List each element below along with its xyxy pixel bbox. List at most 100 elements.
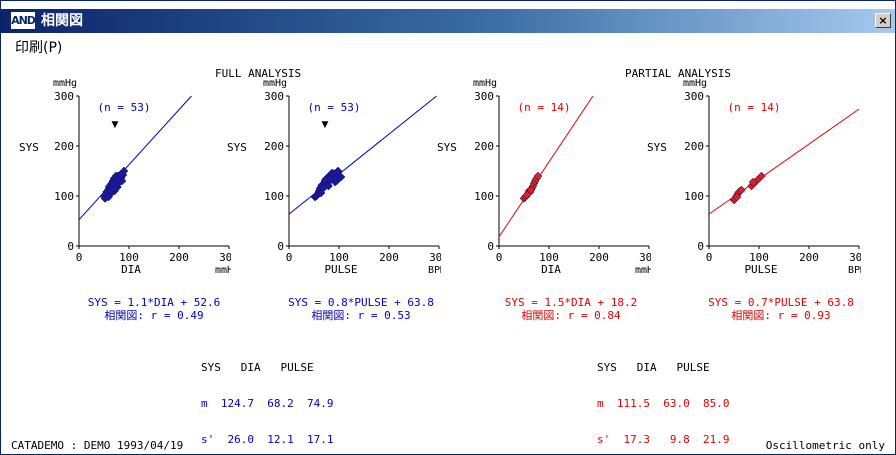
y-tick-label: 200 xyxy=(54,140,74,153)
y-tick-label: 200 xyxy=(474,140,494,153)
equation-partial-pulse: SYS = 0.7*PULSE + 63.8 相関図: r = 0.93 xyxy=(671,296,891,322)
chart-partial-pulse: 01002003000100200300mmHgBPMSYSPULSE(n = … xyxy=(641,74,861,299)
regression-equation: SYS = 0.7*PULSE + 63.8 xyxy=(708,296,854,309)
stats-partial: SYS DIA PULSE m 111.5 63.0 85.0 s' 17.3 … xyxy=(597,338,730,454)
stats-header: SYS DIA PULSE xyxy=(597,361,710,374)
status-left: CATADEMO : DEMO 1993/04/19 xyxy=(11,439,184,452)
x-tick-label: 100 xyxy=(119,251,139,264)
data-point xyxy=(526,185,536,195)
data-point xyxy=(533,171,543,181)
x-unit-label: mmHg xyxy=(215,265,231,276)
x-tick-label: 0 xyxy=(286,251,293,264)
x-tick-label: 200 xyxy=(379,251,399,264)
data-point xyxy=(324,181,333,191)
x-tick-label: 0 xyxy=(76,251,83,264)
x-axis-label: DIA xyxy=(541,263,561,276)
data-point xyxy=(316,188,326,198)
y-axis-label: SYS xyxy=(227,141,247,154)
mean-marker-icon: ▼ xyxy=(322,120,329,130)
x-tick-label: 100 xyxy=(539,251,559,264)
data-point xyxy=(732,192,742,202)
chart-full-dia: 01002003000100200300mmHgmmHgSYSDIA(n = 5… xyxy=(11,74,231,299)
y-tick-label: 0 xyxy=(487,240,494,253)
scatter-plot-svg: 01002003000100200300mmHgmmHgSYSDIA(n = 5… xyxy=(19,78,231,276)
regression-equation: SYS = 1.5*DIA + 18.2 xyxy=(504,296,638,309)
data-point xyxy=(748,177,758,187)
x-axis-label: DIA xyxy=(121,263,141,276)
chart-partial-dia: 01002003000100200300mmHgmmHgSYSDIA(n = 1… xyxy=(431,74,651,299)
window-title: 相関図 xyxy=(41,13,83,29)
data-point xyxy=(104,192,113,202)
x-tick-label: 200 xyxy=(589,251,609,264)
y-axis-label: SYS xyxy=(19,141,39,154)
y-axis-label: SYS xyxy=(647,141,667,154)
data-point xyxy=(757,171,766,181)
stats-mean-row: m 124.7 68.2 74.9 xyxy=(201,397,334,410)
data-point xyxy=(522,190,532,200)
y-tick-label: 100 xyxy=(264,190,284,203)
y-tick-label: 100 xyxy=(474,190,494,203)
top-strip xyxy=(1,1,895,9)
x-axis-label: PULSE xyxy=(744,263,777,276)
x-unit-label: mmHg xyxy=(635,265,651,276)
y-tick-label: 100 xyxy=(54,190,74,203)
y-tick-label: 300 xyxy=(684,90,704,103)
y-tick-label: 200 xyxy=(684,140,704,153)
stats-mean-row: m 111.5 63.0 85.0 xyxy=(597,397,730,410)
n-count-label: (n = 14) xyxy=(518,101,571,114)
regression-line xyxy=(78,95,192,221)
scatter-plot-svg: 01002003000100200300mmHgBPMSYSPULSE(n = … xyxy=(227,78,441,276)
mean-marker-icon: ▼ xyxy=(112,120,119,130)
stats-sd-row: s' 26.0 12.1 17.1 xyxy=(201,433,334,446)
y-tick-label: 0 xyxy=(697,240,704,253)
x-tick-label: 200 xyxy=(169,251,189,264)
x-tick-label: 300 xyxy=(219,251,231,264)
y-tick-label: 200 xyxy=(264,140,284,153)
regression-equation: SYS = 0.8*PULSE + 63.8 xyxy=(288,296,434,309)
menu-print[interactable]: 印刷(P) xyxy=(15,40,63,56)
y-tick-label: 300 xyxy=(54,90,74,103)
y-tick-label: 300 xyxy=(474,90,494,103)
x-unit-label: BPM xyxy=(848,265,861,276)
x-unit-label: BPM xyxy=(428,265,441,276)
analysis-content: FULL ANALYSIS PARTIAL ANALYSIS 0 100 200 30… xyxy=(1,56,895,454)
data-point xyxy=(116,170,125,180)
stats-sd-row: s' 17.3 9.8 21.9 xyxy=(597,433,730,446)
n-count-label: (n = 14) xyxy=(728,101,781,114)
close-button[interactable]: × xyxy=(875,13,891,28)
data-point xyxy=(327,168,337,178)
y-tick-label: 100 xyxy=(684,190,704,203)
n-count-label: (n = 53) xyxy=(308,101,361,114)
data-point xyxy=(336,172,346,182)
x-tick-label: 300 xyxy=(639,251,651,264)
y-tick-label: 300 xyxy=(264,90,284,103)
x-tick-label: 0 xyxy=(706,251,713,264)
stats-header: SYS DIA PULSE xyxy=(201,361,314,374)
equation-full-dia: SYS = 1.1*DIA + 52.6 相関図: r = 0.49 xyxy=(44,296,264,322)
x-tick-label: 100 xyxy=(329,251,349,264)
n-count-label: (n = 53) xyxy=(98,101,151,114)
y-tick-label: 0 xyxy=(67,240,74,253)
status-right: Oscillometric only xyxy=(765,439,885,452)
x-tick-label: 100 xyxy=(749,251,769,264)
y-unit-label: mmHg xyxy=(53,78,77,89)
scatter-plot-svg: 01002003000100200300mmHgmmHgSYSDIA(n = 1… xyxy=(437,78,651,276)
regression-equation: SYS = 1.1*DIA + 52.6 xyxy=(87,296,221,309)
x-axis-label: PULSE xyxy=(324,263,357,276)
data-point xyxy=(108,179,118,188)
correlation-label: 相関図: r = 0.53 xyxy=(311,309,411,322)
x-tick-label: 300 xyxy=(429,251,441,264)
correlation-label: 相関図: r = 0.84 xyxy=(521,309,621,322)
full-analysis-title: FULL ANALYSIS xyxy=(215,67,302,80)
y-unit-label: mmHg xyxy=(683,78,707,89)
x-tick-label: 300 xyxy=(849,251,861,264)
x-tick-label: 200 xyxy=(799,251,819,264)
equation-full-pulse: SYS = 0.8*PULSE + 63.8 相関図: r = 0.53 xyxy=(251,296,471,322)
data-point xyxy=(330,177,340,187)
title-bar[interactable]: AND 相関図 × xyxy=(1,9,895,33)
x-tick-label: 0 xyxy=(496,251,503,264)
stats-full: SYS DIA PULSE m 124.7 68.2 74.9 s' 26.0 … xyxy=(201,338,334,454)
equation-partial-dia: SYS = 1.5*DIA + 18.2 相関図: r = 0.84 xyxy=(461,296,681,322)
scatter-plot-svg: 01002003000100200300mmHgBPMSYSPULSE(n = … xyxy=(647,78,861,276)
